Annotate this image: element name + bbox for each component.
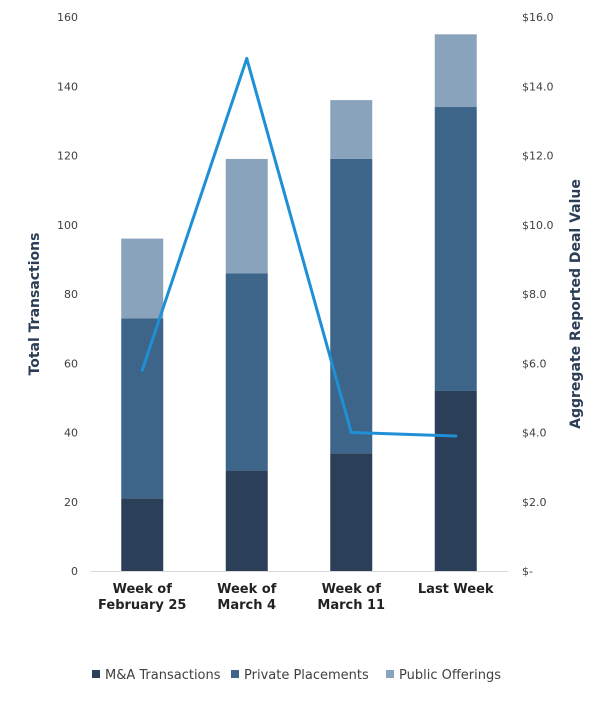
deal-value-line	[140, 57, 456, 438]
bar-segment	[121, 238, 164, 319]
bar-segment	[434, 34, 477, 108]
legend-swatch	[92, 670, 100, 678]
bar-segment	[434, 390, 477, 571]
left-tick-label: 140	[57, 80, 78, 93]
left-axis-ticks: 0 20 40 60 80 100 120 140 160	[57, 11, 78, 578]
right-tick-label: $14.0	[522, 80, 554, 93]
legend-swatch	[386, 670, 394, 678]
left-tick-label: 80	[64, 288, 78, 301]
right-tick-label: $2.0	[522, 496, 547, 509]
bar-segment	[434, 107, 477, 391]
right-tick-label: $8.0	[522, 288, 547, 301]
legend-label: Public Offerings	[399, 668, 501, 683]
bar-segment	[330, 100, 373, 159]
right-tick-label: $-	[522, 565, 533, 578]
left-tick-label: 20	[64, 496, 78, 509]
deal-value-point	[349, 431, 353, 434]
bar-segment	[330, 158, 373, 454]
legend-label: M&A Transactions	[105, 668, 221, 683]
right-tick-label: $16.0	[522, 11, 554, 24]
left-axis-title: Total Transactions	[27, 233, 43, 376]
x-axis-labels: Week of February 25 Week of March 4 Week of M…	[98, 582, 494, 613]
left-tick-label: 60	[64, 357, 78, 370]
left-tick-label: 0	[71, 565, 78, 578]
right-tick-label: $10.0	[522, 219, 554, 232]
right-tick-label: $12.0	[522, 150, 554, 163]
legend-label: Private Placements	[244, 668, 369, 683]
x-tick-label: Week of March 11	[317, 582, 385, 613]
legend-swatch	[231, 670, 239, 678]
left-tick-label: 160	[57, 11, 78, 24]
deal-value-point	[245, 57, 249, 61]
deal-value-line-layer	[140, 57, 458, 438]
right-tick-label: $4.0	[522, 427, 547, 440]
bar-segment	[225, 273, 268, 471]
deal-value-point	[140, 368, 144, 372]
x-tick-label: Last Week	[418, 582, 494, 597]
bar-segment	[225, 158, 268, 274]
left-tick-label: 120	[57, 150, 78, 163]
bar-segment	[121, 318, 164, 499]
right-tick-label: $6.0	[522, 357, 547, 370]
left-tick-label: 100	[57, 219, 78, 232]
deal-value-point	[454, 434, 458, 438]
bar-segment	[121, 498, 164, 571]
bar-segment	[225, 470, 268, 571]
left-tick-label: 40	[64, 427, 78, 440]
right-axis-title: Aggregate Reported Deal Value	[568, 179, 584, 429]
x-tick-label: Week of March 4	[217, 582, 277, 613]
bars	[121, 34, 477, 571]
legend: M&A Transactions Private Placements Public…	[92, 668, 501, 683]
bar-segment	[330, 453, 373, 571]
right-axis-ticks: $- $2.0 $4.0 $6.0 $8.0 $10.0 $12.0 $14.0 $16.0	[522, 11, 554, 578]
x-tick-label: Week of February 25	[98, 582, 186, 613]
